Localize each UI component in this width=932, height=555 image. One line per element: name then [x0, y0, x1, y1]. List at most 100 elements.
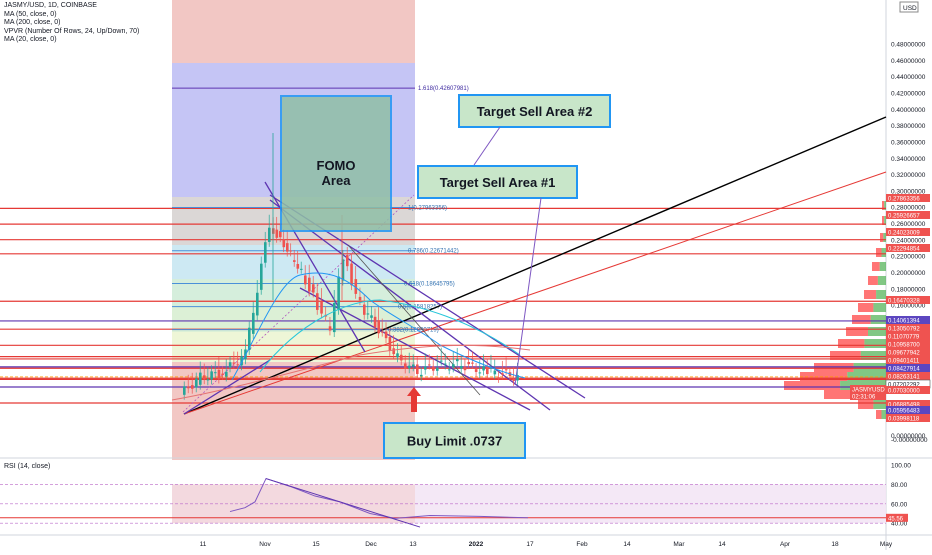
candle-body — [328, 326, 332, 331]
candle-body — [260, 263, 263, 290]
vpvr-bar-down — [883, 233, 886, 242]
purple-trendline-5 — [183, 359, 271, 415]
candle-body — [408, 365, 411, 369]
x-tick-label: 13 — [409, 541, 417, 548]
vpvr-bar-down — [884, 201, 886, 210]
candle-body — [404, 363, 407, 369]
price-badge-label: 0.16470328 — [888, 299, 920, 305]
vpvr-bar-down — [870, 315, 886, 324]
y-tick-label: 0.22000000 — [891, 254, 926, 261]
x-tick-label: May — [880, 541, 893, 548]
rsi-value-badge — [886, 513, 908, 522]
candle-body — [210, 371, 213, 380]
price-badge-label: 0.22294854 — [888, 247, 920, 253]
vpvr-bar-up — [800, 372, 848, 381]
y-tick-label: 0.26000000 — [891, 221, 926, 228]
y-tick-label: 0.38000000 — [891, 123, 926, 130]
x-tick-label: 14 — [623, 541, 631, 548]
ma200-line — [171, 344, 531, 401]
price-badge — [886, 414, 930, 422]
candle-body — [256, 292, 259, 316]
price-badge — [886, 386, 930, 394]
target1-label: Target Sell Area #1 — [440, 175, 556, 190]
y-tick-label: -0.00000000 — [891, 437, 928, 444]
candle-body — [363, 304, 366, 315]
price-badge-label: 02:31:06 — [852, 395, 876, 401]
candle-body — [474, 369, 478, 372]
x-tick-label: Feb — [576, 541, 588, 548]
rsi-title[interactable]: RSI (14, close) — [4, 463, 51, 470]
price-badge-label: 0.07030000 — [888, 389, 920, 395]
vpvr-bar-down — [881, 410, 886, 419]
candle-body — [482, 366, 485, 371]
red-trendline — [183, 171, 887, 415]
vpvr-bar-up — [882, 216, 885, 225]
candle-body — [384, 331, 388, 339]
candle-body — [279, 231, 282, 238]
candle-body — [493, 370, 497, 375]
legend-ma20[interactable]: MA (20, close, 0) — [4, 36, 57, 43]
candle-body — [366, 313, 370, 315]
candle-body — [456, 358, 459, 362]
x-tick-label: Apr — [780, 541, 791, 548]
x-tick-label: Mar — [673, 541, 685, 548]
target2-box — [458, 94, 611, 128]
vpvr-bar-up — [858, 303, 874, 312]
vpvr-bar-up — [814, 363, 854, 372]
candle-body — [471, 362, 474, 364]
candle-body — [268, 227, 271, 242]
vpvr-bar-up — [876, 248, 882, 257]
price-badge-label: 0.24023009 — [888, 231, 920, 237]
x-tick-label: 14 — [718, 541, 726, 548]
candle-body — [381, 331, 384, 333]
price-badge-label: 0.25926657 — [888, 214, 920, 220]
price-badge — [886, 296, 930, 304]
vpvr-bar-up — [830, 351, 861, 360]
target1-box — [417, 165, 578, 199]
candle-body — [282, 239, 286, 248]
ma20-line — [231, 272, 526, 381]
candle-body — [289, 250, 293, 252]
price-badge — [886, 400, 930, 408]
x-tick-label: 17 — [526, 541, 534, 548]
candle-body — [316, 293, 319, 310]
price-badge — [886, 194, 930, 202]
candle-body — [486, 366, 489, 375]
x-tick-label: 18 — [831, 541, 839, 548]
rsi-value-label: 45.56 — [888, 516, 904, 522]
fib-level-label: 1(0.27963356) — [408, 206, 447, 212]
y-tick-label: 0.18000000 — [891, 286, 926, 293]
candle-body — [501, 373, 504, 375]
x-tick-label: 15 — [312, 541, 320, 548]
candle-body — [225, 371, 228, 377]
price-badge-label: 0.05956483 — [888, 409, 920, 415]
candle-body — [373, 316, 377, 328]
price-badge — [886, 316, 930, 324]
candle-body — [312, 284, 315, 293]
price-badge-label: 0.07202292 — [888, 383, 920, 389]
target2-connector — [473, 126, 501, 166]
candle-body — [478, 372, 482, 374]
candle-body — [396, 353, 399, 358]
candle-body — [440, 360, 443, 362]
ma50-line — [259, 299, 521, 373]
rsi-line — [229, 477, 529, 519]
candle-body — [489, 367, 493, 369]
vpvr-bar-down — [873, 400, 886, 409]
symbol-title[interactable]: JASMY/USD, 1D, COINBASE — [4, 2, 97, 9]
candle-body — [416, 364, 419, 374]
legend-ma50[interactable]: MA (50, close, 0) — [4, 10, 57, 18]
gray-trendline — [347, 244, 481, 396]
buy-arrow — [407, 387, 421, 412]
price-badge — [886, 372, 930, 380]
legend-vpvr[interactable]: VPVR (Number Of Rows, 24, Up/Down, 70) — [4, 27, 140, 35]
candle-body — [240, 356, 243, 366]
vpvr-bar-down — [853, 363, 886, 372]
candle-body — [232, 362, 236, 364]
y-tick-label: 0.34000000 — [891, 156, 926, 163]
legend-ma200[interactable]: MA (200, close, 0) — [4, 19, 61, 26]
candle-body — [191, 385, 194, 389]
y-tick-label: 0.16000000 — [891, 303, 926, 310]
